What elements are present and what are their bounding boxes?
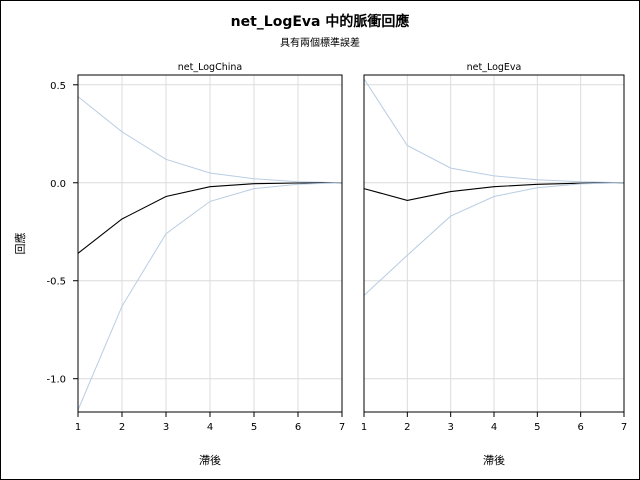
chart-title: net_LogEva 中的脈衝回應 — [230, 14, 410, 30]
y-tick-label: 0.0 — [50, 179, 66, 190]
x-tick-label: 3 — [163, 422, 169, 433]
panel-title: net_LogChina — [178, 62, 242, 73]
x-tick-label: 5 — [251, 422, 257, 433]
x-tick-label: 1 — [361, 422, 367, 433]
x-tick-label: 6 — [295, 422, 301, 433]
lower-band-line — [77, 182, 343, 411]
x-tick-label: 7 — [339, 422, 345, 433]
upper-band-line — [77, 96, 343, 184]
upper-band-line — [363, 78, 625, 184]
x-tick-label: 3 — [447, 422, 453, 433]
x-axis-label: 滯後 — [483, 453, 505, 467]
response-line — [77, 182, 343, 254]
x-tick-label: 2 — [119, 422, 125, 433]
lower-band-line — [363, 182, 625, 296]
x-tick-label: 2 — [404, 422, 410, 433]
response-line — [363, 182, 625, 201]
x-tick-label: 4 — [491, 422, 497, 433]
y-tick-label: -1.0 — [46, 375, 66, 386]
panel-1: net_LogChina 1 2 3 4 5 6 7 滯後 0.5 0.0 -0.5 -1.0 回應 — [13, 62, 345, 467]
panel-2: net_LogEva 1 2 3 4 5 6 7 滯後 — [361, 62, 627, 467]
x-tick-label: 1 — [75, 422, 81, 433]
x-tick-label: 4 — [207, 422, 213, 433]
x-axis-label: 滯後 — [199, 453, 221, 467]
y-tick-label: 0.5 — [50, 81, 66, 92]
x-tick-label: 5 — [534, 422, 540, 433]
x-tick-label: 6 — [577, 422, 583, 433]
panel-title: net_LogEva — [467, 62, 522, 73]
y-axis-label: 回應 — [13, 233, 27, 255]
chart-subtitle: 具有兩個標準誤差 — [280, 38, 360, 49]
y-tick-label: -0.5 — [46, 277, 66, 288]
x-tick-label: 7 — [621, 422, 627, 433]
